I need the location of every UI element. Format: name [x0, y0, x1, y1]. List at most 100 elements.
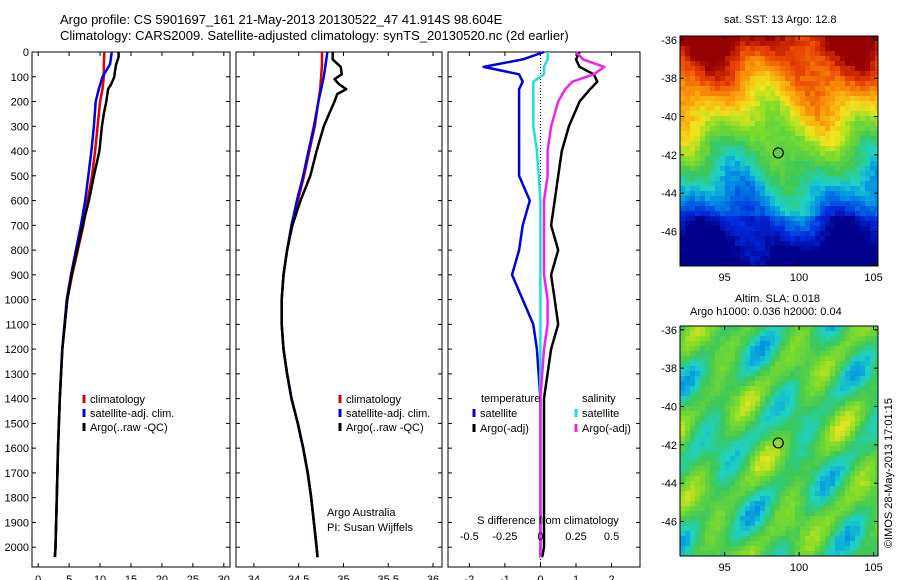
map-cell	[790, 541, 795, 546]
map-cell	[745, 91, 750, 96]
map-cell	[730, 41, 735, 46]
map-cell	[845, 146, 850, 151]
map-cell	[845, 86, 850, 91]
map-cell	[870, 461, 875, 466]
map-cell	[695, 251, 700, 256]
map-cell	[855, 256, 860, 261]
map-cell	[780, 491, 785, 496]
map-cell	[690, 136, 695, 141]
map-cell	[850, 426, 855, 431]
map-cell	[800, 406, 805, 411]
map-cell	[815, 86, 820, 91]
map-cell	[705, 516, 710, 521]
map-cell	[745, 391, 750, 396]
map-cell	[710, 376, 715, 381]
map-cell	[775, 471, 780, 476]
map-cell	[850, 61, 855, 66]
map-cell	[815, 76, 820, 81]
map-cell	[770, 61, 775, 66]
legend-label: climatology	[90, 394, 146, 406]
map-cell	[830, 81, 835, 86]
map-cell	[685, 216, 690, 221]
map-cell	[765, 246, 770, 251]
map-cell	[745, 541, 750, 546]
map-cell	[845, 111, 850, 116]
map-cell	[715, 191, 720, 196]
map-cell	[865, 416, 870, 421]
map-cell	[695, 246, 700, 251]
map-cell	[680, 401, 685, 406]
map-cell	[815, 356, 820, 361]
map-cell	[835, 516, 840, 521]
map-cell	[720, 176, 725, 181]
map-cell	[810, 421, 815, 426]
map-cell	[860, 106, 865, 111]
map-cell	[755, 536, 760, 541]
map-cell	[750, 376, 755, 381]
map-cell	[690, 391, 695, 396]
map-cell	[785, 66, 790, 71]
map-cell	[815, 231, 820, 236]
legend-label: satellite-adj. clim.	[346, 408, 430, 420]
map-cell	[730, 261, 735, 266]
map-cell	[840, 461, 845, 466]
map-cell	[785, 466, 790, 471]
map-cell	[875, 376, 878, 381]
map-cell	[775, 91, 780, 96]
map-cell	[875, 216, 878, 221]
map-cell	[810, 546, 815, 551]
map-cell	[860, 111, 865, 116]
map-cell	[695, 431, 700, 436]
map-cell	[700, 186, 705, 191]
map-cell	[680, 221, 685, 226]
map-cell	[685, 456, 690, 461]
map-cell	[760, 441, 765, 446]
map-cell	[835, 56, 840, 61]
map-cell	[730, 386, 735, 391]
map-cell	[875, 56, 878, 61]
map-cell	[755, 396, 760, 401]
map-cell	[730, 176, 735, 181]
map-cell	[685, 551, 690, 556]
map-cell	[790, 396, 795, 401]
annotation-line-2: PI: Susan Wijffels	[327, 522, 413, 534]
map-cell	[875, 81, 878, 86]
map-cell	[855, 491, 860, 496]
map-cell	[690, 151, 695, 156]
map-cell	[700, 551, 705, 556]
map-cell	[840, 466, 845, 471]
map-cell	[700, 236, 705, 241]
map-cell	[710, 131, 715, 136]
map-cell	[725, 401, 730, 406]
map-cell	[770, 91, 775, 96]
map-cell	[740, 526, 745, 531]
map-y-tick-label: -36	[661, 325, 677, 337]
map-cell	[700, 411, 705, 416]
map-cell	[820, 441, 825, 446]
map-cell	[815, 471, 820, 476]
map-cell	[700, 36, 705, 41]
map-cell	[685, 81, 690, 86]
map-cell	[860, 461, 865, 466]
map-cell	[795, 416, 800, 421]
map-cell	[725, 206, 730, 211]
map-cell	[875, 251, 878, 256]
map-cell	[710, 416, 715, 421]
map-cell	[775, 431, 780, 436]
map-cell	[865, 421, 870, 426]
sla-map-title-2: Argo h1000: 0.036 h2000: 0.04	[690, 306, 842, 318]
map-cell	[865, 541, 870, 546]
map-cell	[760, 511, 765, 516]
map-cell	[725, 141, 730, 146]
map-cell	[835, 186, 840, 191]
map-cell	[755, 496, 760, 501]
map-cell	[715, 451, 720, 456]
map-cell	[745, 256, 750, 261]
map-cell	[720, 196, 725, 201]
map-cell	[860, 481, 865, 486]
map-cell	[765, 146, 770, 151]
map-cell	[680, 196, 685, 201]
map-cell	[720, 106, 725, 111]
map-cell	[875, 346, 878, 351]
map-cell	[775, 206, 780, 211]
